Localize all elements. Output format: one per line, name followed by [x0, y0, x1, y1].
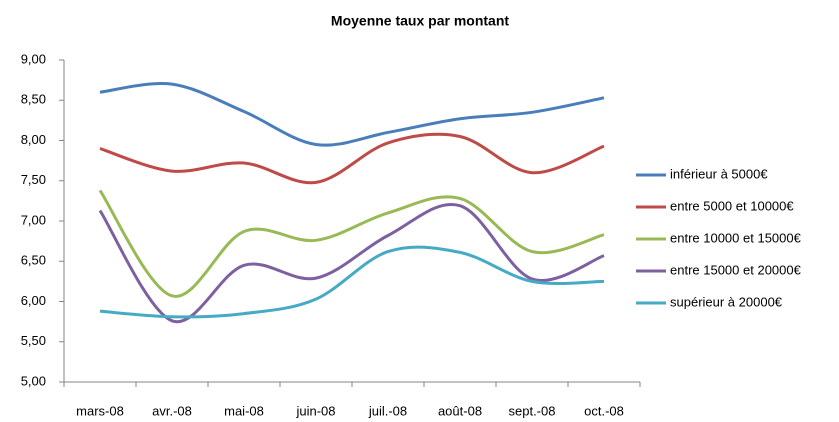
- legend-label: entre 15000 et 20000€: [670, 262, 802, 277]
- y-tick-label: 8,50: [21, 92, 46, 107]
- series-line: [99, 82, 605, 147]
- legend-label: inférieur à 5000€: [670, 166, 768, 181]
- series-line: [98, 202, 605, 324]
- x-tick-label: juil.-08: [368, 403, 407, 418]
- series-line: [99, 245, 605, 319]
- x-tick-label: avr.-08: [152, 403, 192, 418]
- series-line: [99, 132, 605, 185]
- y-tick-label: 8,00: [21, 132, 46, 147]
- legend-label: supérieur à 20000€: [670, 294, 783, 309]
- x-tick-label: mai-08: [224, 403, 264, 418]
- series-line: [98, 189, 605, 298]
- y-tick-label: 7,50: [21, 172, 46, 187]
- x-tick-label: oct.-08: [584, 403, 624, 418]
- chart-title: Moyenne taux par montant: [331, 13, 509, 29]
- legend-label: entre 10000 et 15000€: [670, 230, 802, 245]
- x-tick-label: août-08: [438, 403, 482, 418]
- x-tick-label: mars-08: [76, 403, 124, 418]
- y-tick-label: 7,00: [21, 212, 46, 227]
- y-tick-label: 6,00: [21, 293, 46, 308]
- y-tick-label: 5,00: [21, 373, 46, 388]
- x-tick-label: juin-08: [295, 403, 335, 418]
- y-tick-label: 6,50: [21, 253, 46, 268]
- x-tick-label: sept.-08: [509, 403, 556, 418]
- y-tick-label: 5,50: [21, 333, 46, 348]
- legend-label: entre 5000 et 10000€: [670, 198, 794, 213]
- y-tick-label: 9,00: [21, 51, 46, 66]
